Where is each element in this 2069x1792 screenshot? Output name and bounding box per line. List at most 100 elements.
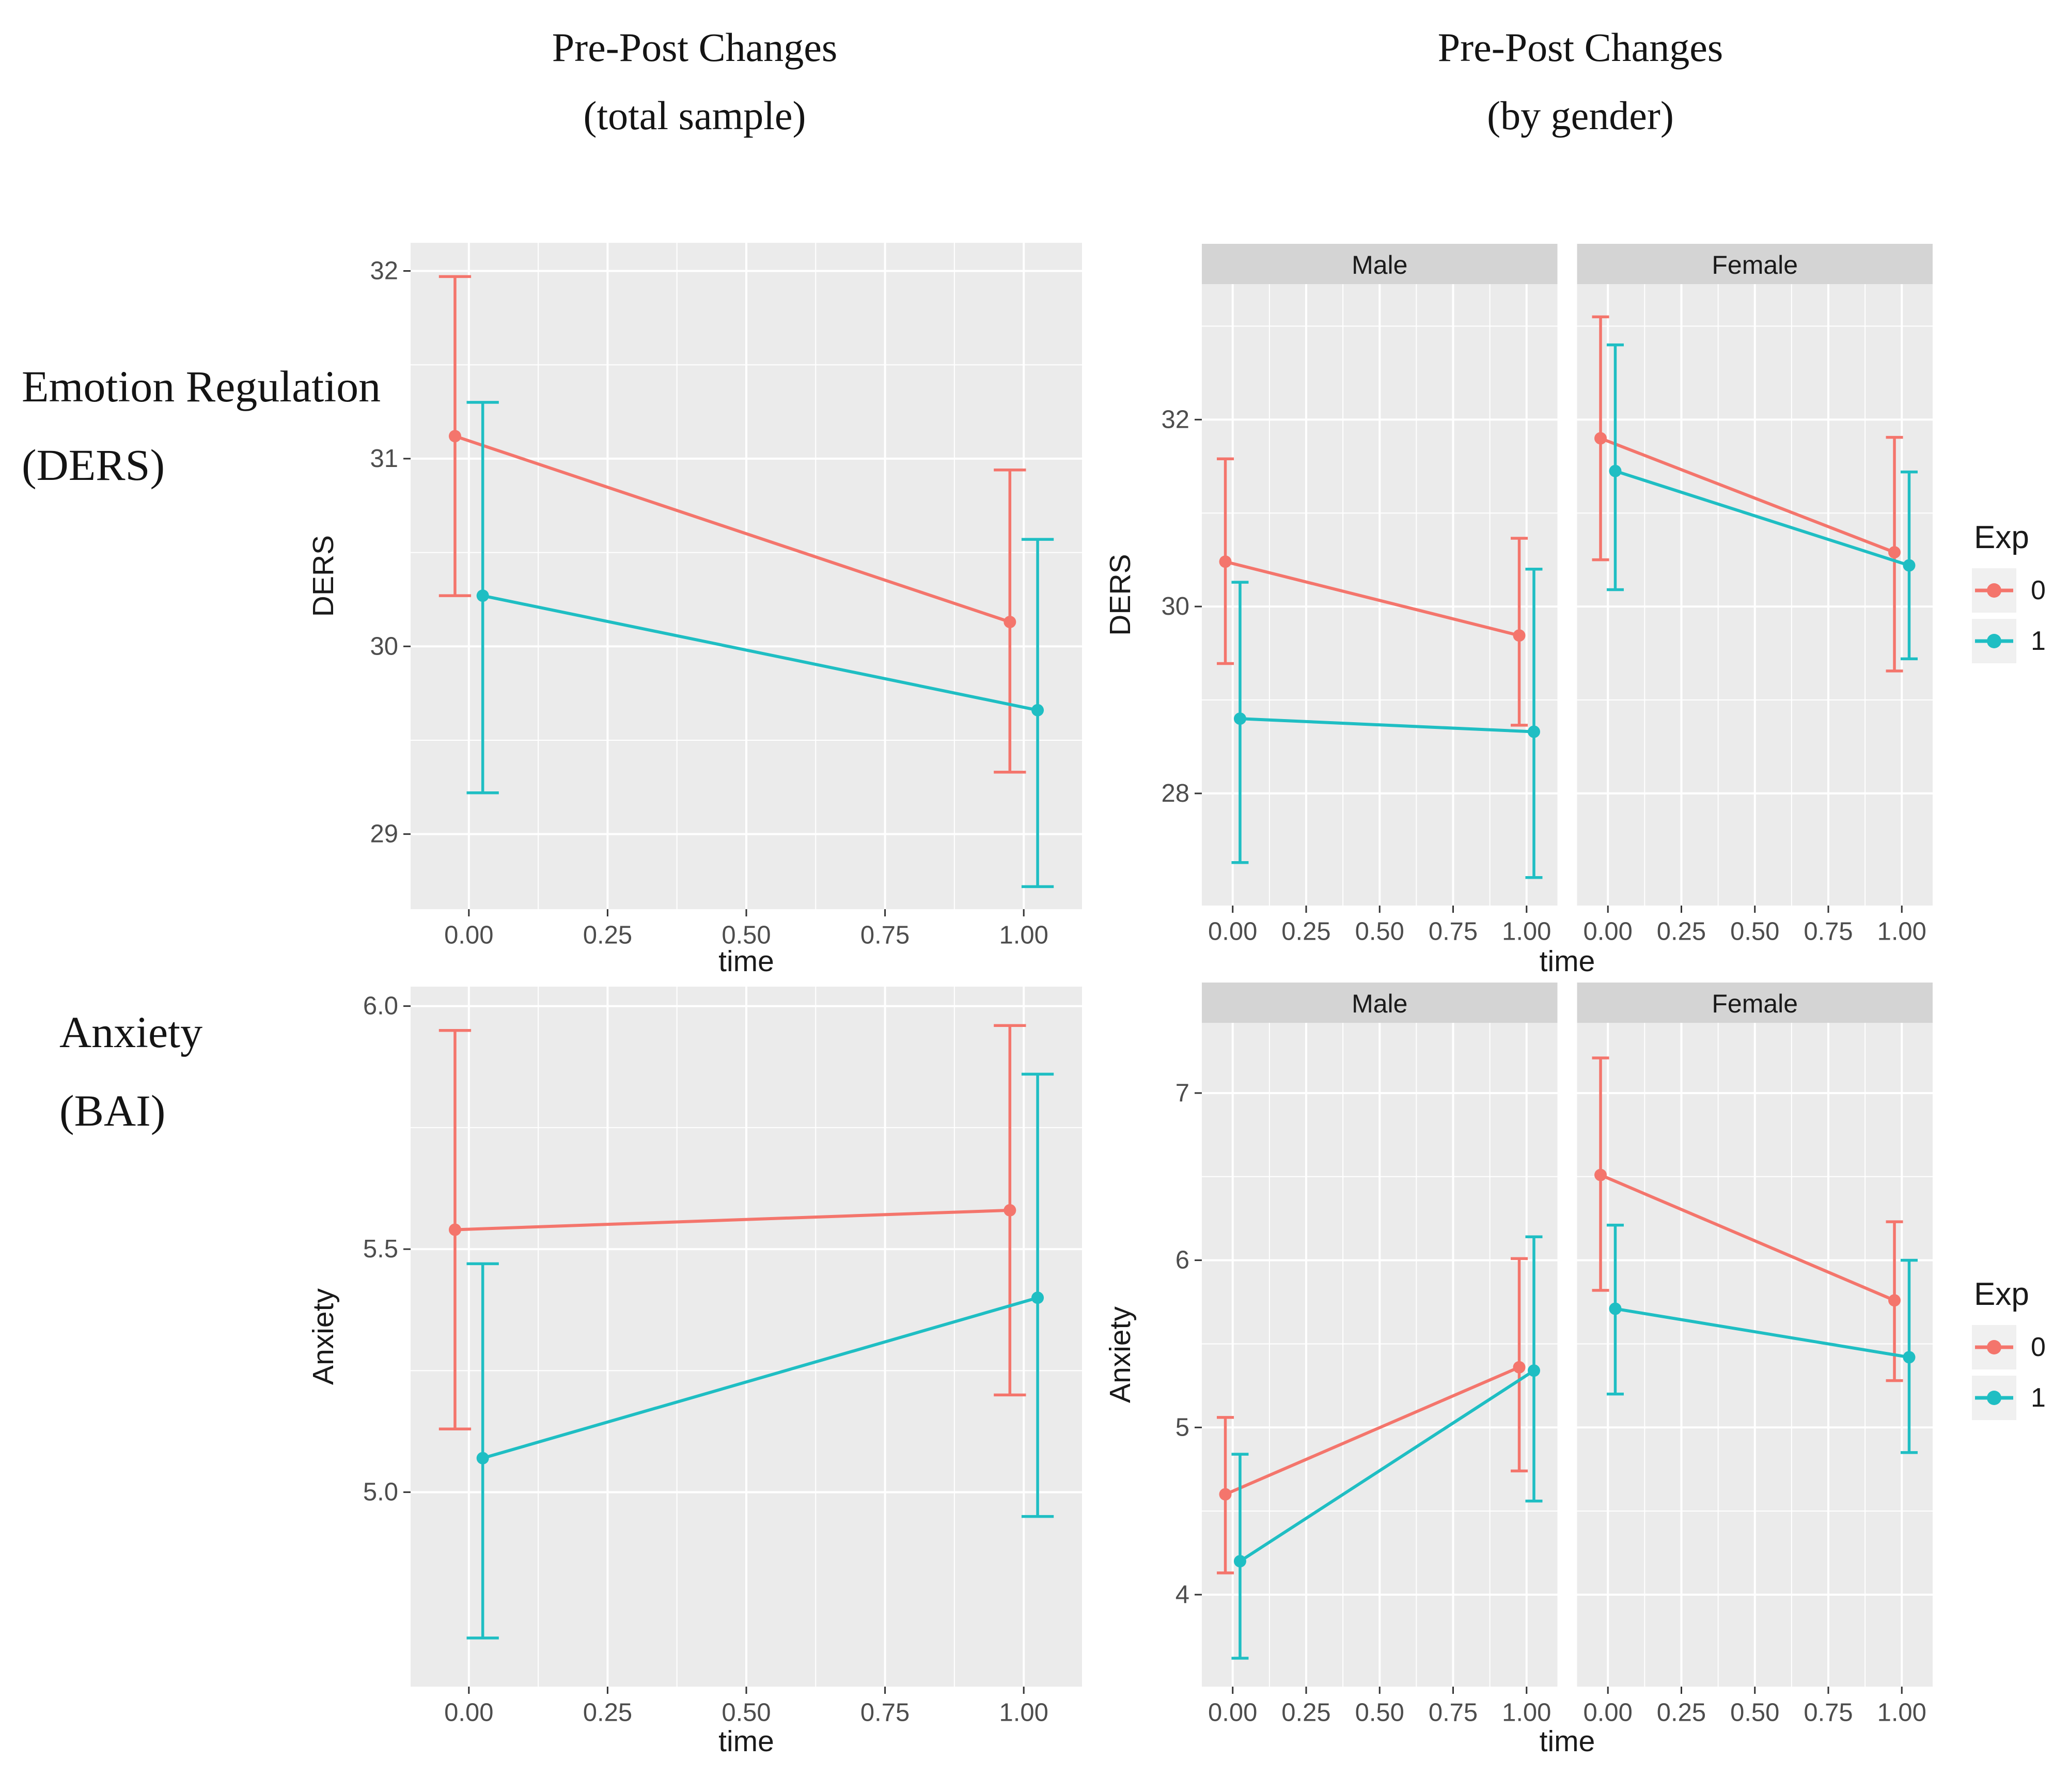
facet-strip-label: Male xyxy=(1352,251,1407,279)
column-title-line2: (by gender) xyxy=(1487,93,1674,138)
legend-item-0: 0 xyxy=(1972,568,2046,613)
legend-key-icon xyxy=(1972,1325,2016,1369)
x-tick-label: 0.00 xyxy=(1208,917,1257,945)
series-exp-1 xyxy=(1231,1235,1543,1660)
y-tick-label: 5.5 xyxy=(363,1235,398,1263)
x-axis-title: time xyxy=(1540,945,1595,978)
data-point xyxy=(1888,1294,1901,1307)
y-axis-ticks: 29 30 31 32 xyxy=(370,257,411,848)
y-tick-label: 7 xyxy=(1175,1079,1189,1107)
column-title-line1: Pre-Post Changes xyxy=(552,25,838,70)
facet-strip xyxy=(1577,244,1933,284)
series-line xyxy=(482,594,1038,712)
chart-ders-total-sample: 0.00 0.25 0.50 0.75 1.00 29 30 31 32 time DERS xyxy=(307,243,1082,978)
data-point xyxy=(476,1452,489,1464)
error-bar xyxy=(1525,568,1543,879)
data-point xyxy=(448,1223,461,1236)
x-tick-label: 0.50 xyxy=(722,1698,771,1726)
data-point xyxy=(1903,559,1916,572)
series-line xyxy=(1239,1369,1535,1563)
legend-key-icon xyxy=(1972,619,2016,663)
series-line xyxy=(1225,1366,1520,1496)
legend-key-icon xyxy=(1972,1376,2016,1420)
error-bar xyxy=(466,1262,499,1640)
y-tick-label: 31 xyxy=(370,445,398,473)
series-exp-0 xyxy=(1217,457,1528,727)
x-tick-label: 0.75 xyxy=(1429,917,1478,945)
x-tick-label: 0.25 xyxy=(583,921,632,949)
column-title-by-gender: Pre-Post Changes (by gender) xyxy=(1167,13,1994,150)
x-axis-ticks: 0.00 0.25 0.50 0.75 1.00 xyxy=(1208,906,1551,945)
data-point xyxy=(1513,1361,1526,1374)
x-tick-label: 0.00 xyxy=(1584,917,1633,945)
row-label-line1: Anxiety xyxy=(59,1007,203,1057)
series-line xyxy=(1225,560,1520,637)
x-tick-label: 0.00 xyxy=(1584,1698,1633,1726)
data-point xyxy=(1233,712,1246,725)
facet-female: Female 0.00 0.25 0.50 0.75 1.00 xyxy=(1577,983,1933,1726)
legend-item-label: 1 xyxy=(2031,626,2046,656)
x-tick-label: 0.00 xyxy=(1208,1698,1257,1726)
x-tick-label: 0.25 xyxy=(583,1698,632,1726)
facet-male: Male 0.00 0.25 0.50 0.75 1.00 xyxy=(1202,244,1558,945)
gridlines xyxy=(411,987,1082,1687)
data-point xyxy=(1903,1351,1916,1364)
series-exp-1 xyxy=(1606,343,1918,661)
x-tick-label: 1.00 xyxy=(999,921,1048,949)
legend-title: Exp xyxy=(1974,520,2029,555)
panel: 0.00 0.25 0.50 0.75 1.00 xyxy=(411,243,1082,949)
x-tick-label: 0.25 xyxy=(1281,917,1330,945)
row-label-anxiety: Anxiety (BAI) xyxy=(59,993,202,1150)
data-point xyxy=(1004,1204,1016,1217)
data-point xyxy=(1609,464,1622,477)
legend-item-0: 0 xyxy=(1972,1325,2046,1369)
facet-strip-label: Female xyxy=(1712,251,1798,279)
column-title-total-sample: Pre-Post Changes (total sample) xyxy=(281,13,1108,150)
facet-female: Female 0.00 0.25 0.50 0.75 1.00 xyxy=(1577,244,1933,945)
x-tick-label: 0.50 xyxy=(1730,1698,1779,1726)
x-tick-label: 1.00 xyxy=(1502,1698,1551,1726)
y-axis-ticks: 5.0 5.5 6.0 xyxy=(363,992,411,1506)
x-tick-label: 0.50 xyxy=(1730,917,1779,945)
x-tick-label: 0.50 xyxy=(1355,1698,1404,1726)
gridlines xyxy=(411,243,1082,909)
data-point xyxy=(1594,432,1607,445)
legend-item-1: 1 xyxy=(1972,619,2046,663)
facet-strip-label: Male xyxy=(1352,989,1407,1018)
data-point xyxy=(448,430,461,443)
data-point xyxy=(476,589,489,602)
y-axis-ticks: 4 5 6 7 xyxy=(1175,1079,1202,1609)
y-axis-title: DERS xyxy=(1104,554,1137,635)
y-tick-label: 29 xyxy=(370,820,398,848)
row-label-line2: (BAI) xyxy=(59,1086,166,1135)
gridlines xyxy=(1577,284,1933,906)
series-line xyxy=(482,1296,1038,1460)
panel: 0.00 0.25 0.50 0.75 1.00 xyxy=(411,987,1082,1726)
gridlines xyxy=(1202,284,1558,906)
x-axis-title: time xyxy=(718,1725,774,1758)
data-point xyxy=(1609,1302,1622,1315)
x-tick-label: 0.50 xyxy=(722,921,771,949)
series-exp-0 xyxy=(1592,315,1903,673)
y-tick-label: 30 xyxy=(370,632,398,660)
y-tick-label: 32 xyxy=(370,257,398,285)
x-tick-label: 0.75 xyxy=(1804,917,1853,945)
gridlines xyxy=(1202,1023,1558,1687)
data-point xyxy=(1219,1488,1232,1501)
x-axis-ticks: 0.00 0.25 0.50 0.75 1.00 xyxy=(1584,906,1926,945)
facet-male: Male 0.00 0.25 0.50 0.75 1.00 xyxy=(1202,983,1558,1726)
series-exp-0 xyxy=(1217,1257,1528,1575)
x-axis-ticks: 0.00 0.25 0.50 0.75 1.00 xyxy=(444,1687,1048,1726)
x-tick-label: 0.75 xyxy=(1804,1698,1853,1726)
x-tick-label: 1.00 xyxy=(1877,917,1926,945)
column-title-line2: (total sample) xyxy=(583,93,806,138)
series-exp-1 xyxy=(1231,568,1543,879)
data-point xyxy=(1888,546,1901,559)
series-line xyxy=(1600,437,1895,554)
x-tick-label: 1.00 xyxy=(1877,1698,1926,1726)
row-label-line2: (DERS) xyxy=(22,440,165,490)
y-tick-label: 30 xyxy=(1161,593,1189,620)
y-axis-title: Anxiety xyxy=(1104,1306,1137,1403)
